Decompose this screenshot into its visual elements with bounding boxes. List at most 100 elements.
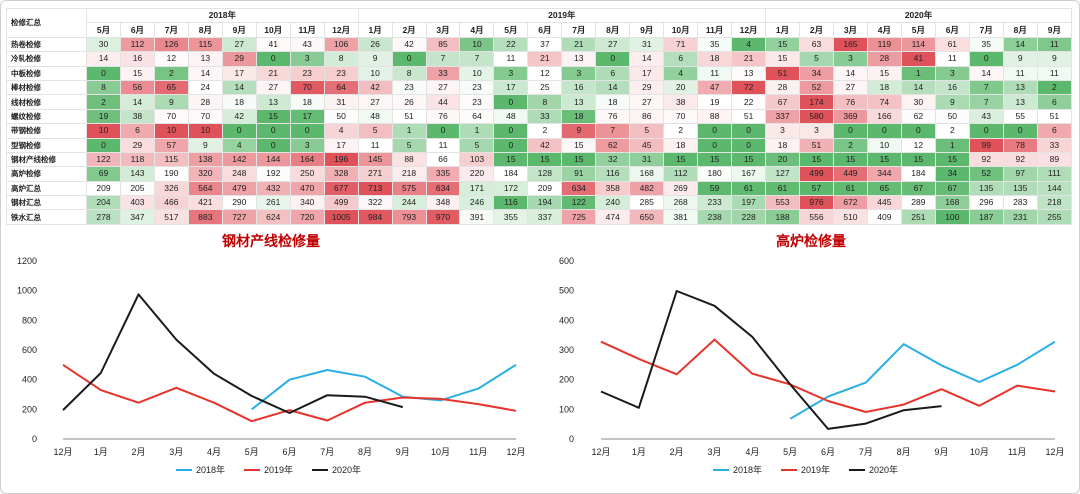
y-tick-label: 400	[559, 315, 574, 325]
heatmap-cell: 55	[1002, 108, 1038, 125]
heatmap-cell: 209	[527, 180, 563, 197]
heatmap-cell: 10	[153, 123, 189, 139]
month-header: 3月	[832, 22, 868, 38]
heatmap-cell: 41	[255, 36, 291, 53]
x-tick-label: 5月	[783, 447, 797, 457]
series-line-2019年	[62, 363, 517, 423]
month-header: 5月	[900, 22, 936, 38]
heatmap-cell: 25	[527, 79, 563, 96]
x-tick-label: 3月	[169, 447, 183, 457]
heatmap-cell: 10	[459, 65, 495, 81]
year-header: 2018年	[86, 7, 359, 24]
month-header: 9月	[629, 22, 665, 38]
heatmap-cell: 340	[289, 195, 325, 211]
heatmap-cell: 793	[391, 209, 427, 225]
x-tick-label: 9月	[934, 447, 948, 457]
heatmap-cell: 122	[561, 195, 597, 211]
row-label: 钢材产线检修	[6, 151, 87, 168]
month-header: 10月	[255, 22, 291, 38]
heatmap-cell: 72	[731, 79, 767, 96]
heatmap-cell: 20	[765, 151, 801, 168]
heatmap-cell: 3	[289, 51, 325, 67]
heatmap-cell: 197	[731, 195, 767, 211]
heatmap-cell: 6	[595, 65, 631, 81]
row-label: 钢材汇总	[6, 195, 87, 211]
heatmap-cell: 28	[187, 94, 223, 110]
y-tick-label: 300	[559, 345, 574, 355]
heatmap-cell: 17	[221, 65, 257, 81]
heatmap-cell: 20	[663, 79, 699, 96]
heatmap-cell: 164	[289, 151, 325, 168]
heatmap-cell: 15	[866, 151, 902, 168]
heatmap-cell: 135	[1002, 180, 1038, 197]
heatmap-cell: 5	[459, 137, 495, 153]
heatmap-cell: 85	[425, 36, 461, 53]
heatmap-cell: 111	[1036, 166, 1073, 182]
chart-title: 高炉检修量	[776, 233, 846, 249]
heatmap-row: 钢材产线检修 122 118 115 138 142 144 164 196 145 88 66 103…	[6, 151, 1073, 168]
heatmap-cell: 26	[391, 94, 427, 110]
x-tick-label: 12月	[591, 447, 610, 457]
heatmap-cell: 165	[832, 36, 868, 53]
heatmap-cell: 119	[866, 36, 902, 53]
heatmap-cell: 9	[1036, 51, 1073, 67]
heatmap-cell: 31	[629, 151, 665, 168]
heatmap-cell: 7	[968, 94, 1004, 110]
x-tick-label: 4月	[745, 447, 759, 457]
heatmap-cell: 0	[493, 94, 529, 110]
heatmap-cell: 32	[595, 151, 631, 168]
x-tick-label: 8月	[897, 447, 911, 457]
heatmap-cell: 421	[187, 195, 223, 211]
heatmap-cell: 61	[765, 180, 801, 197]
heatmap-cell: 328	[323, 166, 359, 182]
heatmap-cell: 35	[697, 36, 733, 53]
heatmap-cell: 4	[221, 137, 257, 153]
month-header: 1月	[765, 22, 801, 38]
heatmap-cell: 479	[221, 180, 257, 197]
heatmap-cell: 27	[595, 36, 631, 53]
heatmap-cell: 0	[697, 123, 733, 139]
heatmap-cell: 76	[425, 108, 461, 125]
heatmap-cell: 42	[391, 36, 427, 53]
heatmap-cell: 11	[1036, 65, 1073, 81]
heatmap-cell: 194	[527, 195, 563, 211]
heatmap-cell: 122	[86, 151, 121, 168]
row-label: 高炉汇总	[6, 180, 87, 197]
month-header: 8月	[187, 22, 223, 38]
heatmap-cell: 57	[799, 180, 834, 197]
heatmap-cell: 7	[459, 51, 495, 67]
heatmap-cell: 0	[255, 137, 291, 153]
heatmap-cell: 8	[391, 65, 427, 81]
heatmap-cell: 3	[561, 65, 597, 81]
heatmap-cell: 12	[527, 65, 563, 81]
heatmap-cell: 10	[459, 36, 495, 53]
heatmap-cell: 218	[391, 166, 427, 182]
heatmap-cell: 15	[765, 36, 801, 53]
x-tick-label: 10月	[970, 447, 989, 457]
legend-label: 2020年	[869, 464, 898, 475]
row-label: 热卷检修	[6, 36, 87, 53]
heatmap-cell: 27	[357, 94, 393, 110]
heatmap-cell: 0	[255, 123, 291, 139]
y-tick-label: 600	[559, 256, 574, 266]
heatmap-cell: 56	[119, 79, 155, 96]
heatmap-cell: 52	[799, 79, 834, 96]
x-tick-label: 6月	[282, 447, 296, 457]
heatmap-cell: 27	[255, 79, 291, 96]
heatmap-cell: 391	[459, 209, 495, 225]
heatmap-cell: 269	[663, 180, 699, 197]
heatmap-cell: 4	[663, 65, 699, 81]
heatmap-cell: 16	[561, 79, 597, 96]
heatmap-cell: 12	[900, 137, 936, 153]
heatmap-cell: 9	[357, 51, 393, 67]
chart-title: 钢材产线检修量	[222, 233, 320, 249]
heatmap-cell: 14	[119, 94, 155, 110]
heatmap-cell: 116	[595, 166, 631, 182]
heatmap-cell: 3	[493, 65, 529, 81]
heatmap-cell: 18	[663, 137, 699, 153]
heatmap-cell: 634	[561, 180, 597, 197]
heatmap-cell: 65	[866, 180, 902, 197]
month-header: 11月	[697, 22, 733, 38]
heatmap-cell: 31	[323, 94, 359, 110]
heatmap-cell: 27	[832, 79, 868, 96]
